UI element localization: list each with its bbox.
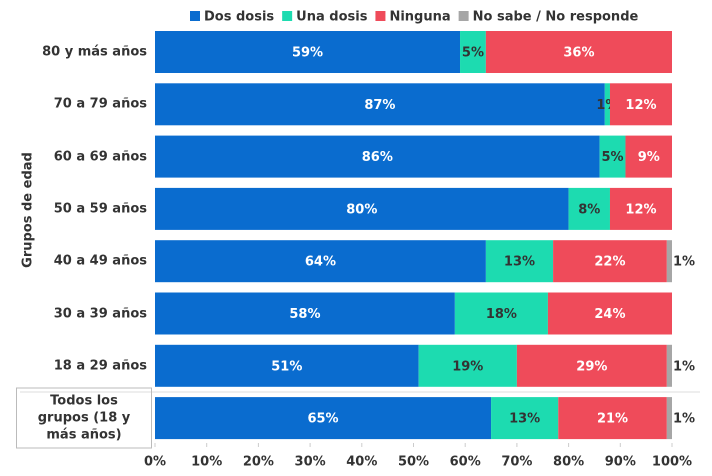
value-label: 24% [594,307,625,322]
value-label: 51% [271,359,302,374]
category-label: 50 a 59 años [53,201,147,217]
legend-swatch [375,11,386,21]
category-label: 40 a 49 años [53,253,147,269]
bar-segment [666,397,672,440]
value-label: 12% [625,98,656,113]
bar-segment [491,397,559,440]
value-label: 1% [673,412,695,427]
legend-swatch [458,11,469,21]
x-tick-label: 90% [605,455,636,470]
x-tick-label: 50% [398,455,429,470]
value-label: 1% [673,359,695,374]
bar-segment [155,292,455,335]
bar-segment [460,31,486,73]
legend-swatch [282,11,293,21]
bar-segment [604,83,610,126]
x-tick-label: 60% [450,455,481,470]
bar-segment [155,31,461,73]
legend-label: Dos dosis [204,10,274,25]
value-label: 58% [289,307,320,322]
value-label: 8% [578,202,600,217]
value-label: 36% [563,46,594,61]
bar-segment [609,187,672,230]
legend-label: Ninguna [389,10,450,25]
value-label: 9% [638,150,660,165]
bar-segment [666,344,672,387]
value-label: 65% [307,412,338,427]
bar-segment [485,240,554,283]
bar-segment [516,344,667,387]
bar-segment [609,83,672,126]
x-tick-label: 0% [144,455,166,470]
category-label: 30 a 39 años [53,306,147,321]
value-label: 21% [597,412,628,427]
bar-segment [155,83,605,126]
bar-segment [568,187,610,230]
value-label: 1% [673,255,695,270]
x-tick-label: 70% [501,455,532,470]
value-label: 29% [576,359,607,374]
value-label: 59% [292,46,323,61]
bar-segment [558,397,667,440]
value-label: 86% [362,150,393,165]
bar-segment [155,240,486,283]
legend-label: Una dosis [296,10,368,25]
value-label: 5% [462,46,484,61]
value-label: 13% [504,255,535,270]
category-label: 80 y más años [42,44,147,60]
value-label: 12% [625,202,656,217]
x-tick-label: 80% [553,455,584,470]
x-tick-label: 20% [243,455,274,470]
legend-swatch [190,11,200,21]
value-label: 80% [346,202,377,217]
category-label: 70 a 79 años [53,96,147,112]
legend-label: No sabe / No responde [473,10,639,25]
bar-segment [553,240,667,283]
value-label: 13% [509,412,540,427]
bar-segment [666,240,672,283]
bar-segment [155,397,492,440]
category-label: 60 a 69 años [53,149,147,165]
value-label: 19% [452,359,483,374]
bar-segment [155,135,600,178]
bar-segment [155,187,569,230]
value-label: 22% [594,255,625,270]
bar-segment [454,292,548,335]
value-label: 87% [364,98,395,113]
value-label: 18% [486,307,517,322]
x-tick-label: 30% [295,455,326,470]
category-label: Todos los grupos (18 y más años) [16,387,152,449]
x-tick-label: 10% [191,455,222,470]
x-tick-label: 40% [346,455,377,470]
y-axis-label: Grupos de edad [21,152,36,268]
bar-segment [155,344,419,387]
bar-segment [418,344,517,387]
bar-segment [485,31,672,73]
bar-segment [547,292,672,335]
bar-segment [599,135,626,178]
category-label: 18 a 29 años [53,358,147,374]
bar-segment [625,135,672,178]
value-label: 5% [602,150,624,165]
value-label: 64% [305,255,336,270]
x-tick-label: 100% [652,455,692,470]
